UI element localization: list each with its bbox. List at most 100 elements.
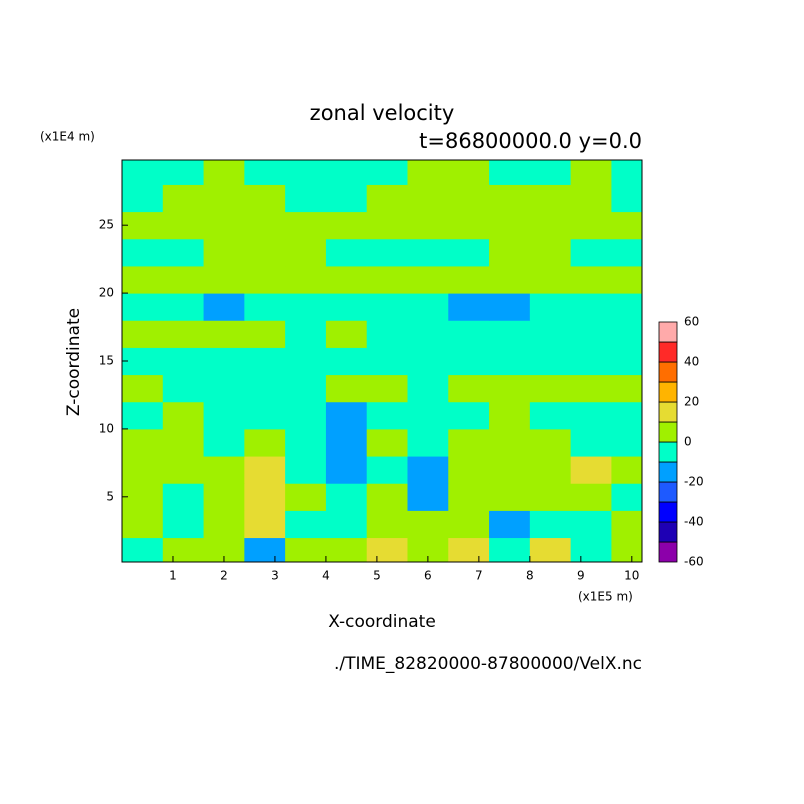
contour-cell xyxy=(162,537,205,562)
contour-cell xyxy=(285,211,327,240)
colorbar-swatch xyxy=(658,481,678,503)
contour-cell xyxy=(407,428,449,457)
contour-cell xyxy=(162,510,205,539)
x-tick-label: 1 xyxy=(169,569,177,583)
contour-cell xyxy=(611,483,642,511)
contour-cell xyxy=(570,537,612,562)
contour-cell xyxy=(122,347,164,376)
contour-cell xyxy=(122,483,164,511)
contour-cell xyxy=(407,184,449,213)
y-tick-label: 10 xyxy=(99,421,114,435)
contour-cell xyxy=(407,510,449,539)
contour-cell xyxy=(244,238,286,267)
chart-subtitle: t=86800000.0 y=0.0 xyxy=(419,129,642,153)
contour-cell xyxy=(448,456,490,484)
contour-cell xyxy=(162,456,205,484)
contour-cell xyxy=(285,456,327,484)
x-tick-label: 6 xyxy=(424,569,432,583)
contour-cell xyxy=(489,537,531,562)
y-tick-label: 20 xyxy=(99,286,114,300)
contour-cell xyxy=(244,293,286,321)
contour-cell xyxy=(366,184,408,213)
contour-cell xyxy=(285,293,327,321)
contour-cell xyxy=(203,238,245,267)
x-tick-label: 8 xyxy=(526,569,534,583)
contour-cell xyxy=(285,401,327,430)
contour-cell xyxy=(122,160,164,185)
contour-cell xyxy=(325,456,368,484)
contour-cell xyxy=(244,211,286,240)
contour-cell xyxy=(448,401,490,430)
contour-cell xyxy=(611,211,642,240)
colorbar-swatch xyxy=(658,381,678,403)
contour-cell xyxy=(611,160,642,185)
contour-cell xyxy=(407,374,449,403)
contour-cell xyxy=(448,483,490,511)
contour-cell xyxy=(570,401,612,430)
contour-cell xyxy=(448,184,490,213)
contour-cell xyxy=(570,160,612,185)
contour-cell xyxy=(489,347,531,376)
contour-cell xyxy=(366,483,408,511)
contour-cell xyxy=(285,184,327,213)
contour-cell xyxy=(489,184,531,213)
contour-cell xyxy=(203,211,245,240)
contour-cell xyxy=(570,265,612,294)
y-tick-label: 15 xyxy=(99,354,114,368)
contour-cell xyxy=(611,510,642,539)
contour-cell xyxy=(325,293,368,321)
contour-cell xyxy=(203,483,245,511)
contour-cell xyxy=(162,374,205,403)
contour-cell xyxy=(570,184,612,213)
contour-cell xyxy=(325,320,368,348)
contour-cell xyxy=(407,347,449,376)
contour-cell xyxy=(611,238,642,267)
contour-cell xyxy=(489,211,531,240)
contour-cell xyxy=(448,374,490,403)
contour-cell xyxy=(244,510,286,539)
x-tick-label: 9 xyxy=(577,569,585,583)
contour-cell xyxy=(285,428,327,457)
contour-cell xyxy=(489,293,531,321)
contour-cell xyxy=(244,428,286,457)
contour-cell xyxy=(203,456,245,484)
contour-cell xyxy=(448,238,490,267)
contour-cell xyxy=(570,510,612,539)
contour-cell xyxy=(611,293,642,321)
contour-cell xyxy=(285,537,327,562)
contour-cell xyxy=(489,510,531,539)
contour-cell xyxy=(285,374,327,403)
contour-cell xyxy=(366,510,408,539)
contour-cell xyxy=(570,456,612,484)
x-tick-label: 2 xyxy=(220,569,228,583)
contour-cell xyxy=(448,293,490,321)
colorbar-label: -20 xyxy=(684,475,704,489)
contour-cell xyxy=(366,374,408,403)
contour-cell xyxy=(366,347,408,376)
contour-cell xyxy=(285,347,327,376)
contour-cell xyxy=(407,211,449,240)
contour-cell xyxy=(366,160,408,185)
contour-cell xyxy=(162,265,205,294)
contour-cell xyxy=(529,265,572,294)
contour-cell xyxy=(570,347,612,376)
contour-cell xyxy=(244,320,286,348)
contour-cell xyxy=(611,374,642,403)
contour-cell xyxy=(529,238,572,267)
contour-cell xyxy=(611,184,642,213)
contour-cell xyxy=(244,401,286,430)
contour-cell xyxy=(122,184,164,213)
x-unit: (x1E5 m) xyxy=(578,590,633,604)
contour-cell xyxy=(448,537,490,562)
contour-cell xyxy=(203,401,245,430)
contour-cell xyxy=(244,374,286,403)
contour-cell xyxy=(162,160,205,185)
colorbar-label: 60 xyxy=(684,315,699,329)
contour-cell xyxy=(122,428,164,457)
contour-cell xyxy=(203,160,245,185)
contour-cell xyxy=(407,238,449,267)
contour-cell xyxy=(366,456,408,484)
colorbar-label: 40 xyxy=(684,355,699,369)
contour-cell xyxy=(162,347,205,376)
contour-cell xyxy=(325,265,368,294)
